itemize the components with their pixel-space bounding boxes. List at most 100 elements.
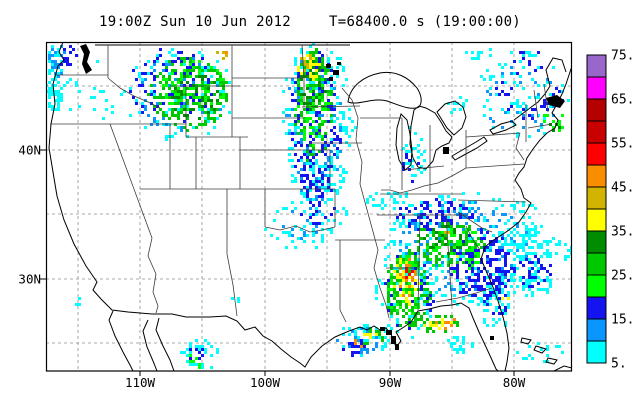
precip-cell xyxy=(303,240,306,243)
precip-cell xyxy=(318,66,321,69)
precip-cell xyxy=(294,87,297,90)
precip-cell xyxy=(399,243,402,246)
precip-cell xyxy=(222,78,225,81)
precip-cell xyxy=(219,96,222,99)
precip-cell xyxy=(216,51,219,54)
precip-cell xyxy=(180,84,183,87)
precip-cell xyxy=(483,114,486,117)
precip-cell xyxy=(357,339,360,342)
precip-cell xyxy=(411,264,414,267)
precip-cell xyxy=(300,51,303,54)
precip-cell xyxy=(402,165,405,168)
precip-cell xyxy=(393,192,396,195)
precip-cell xyxy=(333,126,336,129)
precip-cell xyxy=(303,102,306,105)
precip-cell xyxy=(531,285,534,288)
precip-cell xyxy=(336,156,339,159)
precip-cell xyxy=(438,252,441,255)
precip-cell xyxy=(438,225,441,228)
precip-cell xyxy=(312,75,315,78)
precip-cell xyxy=(198,75,201,78)
precip-cell xyxy=(294,141,297,144)
precip-cell xyxy=(300,102,303,105)
precip-cell xyxy=(168,102,171,105)
precip-cell xyxy=(519,75,522,78)
precip-cell xyxy=(312,54,315,57)
precip-cell xyxy=(306,99,309,102)
precip-cell xyxy=(417,264,420,267)
precip-cell xyxy=(60,93,63,96)
precip-cell xyxy=(342,168,345,171)
precip-cell xyxy=(201,78,204,81)
precip-cell xyxy=(402,288,405,291)
precip-cell xyxy=(435,237,438,240)
precip-cell xyxy=(330,174,333,177)
colorbar-cell-10-15 xyxy=(586,318,607,342)
precip-cell xyxy=(69,51,72,54)
precip-cell xyxy=(426,288,429,291)
precip-cell xyxy=(486,99,489,102)
precip-cell xyxy=(303,150,306,153)
precip-cell xyxy=(48,87,51,90)
precip-cell xyxy=(513,207,516,210)
precip-cell xyxy=(525,51,528,54)
lake-superior-outline xyxy=(347,71,422,109)
precip-cell xyxy=(498,282,501,285)
precip-cell xyxy=(57,75,60,78)
precip-cell xyxy=(471,264,474,267)
precip-cell xyxy=(312,144,315,147)
precip-cell xyxy=(309,87,312,90)
precip-cell xyxy=(426,309,429,312)
title-bar: 19:00Z Sun 10 Jun 2012 T=68400.0 s (19:0… xyxy=(0,14,640,32)
precip-cell xyxy=(174,99,177,102)
precip-cell xyxy=(408,327,411,330)
precip-cell xyxy=(426,243,429,246)
precip-cell xyxy=(318,180,321,183)
precip-cell xyxy=(516,249,519,252)
precip-cell xyxy=(321,78,324,81)
precip-cell xyxy=(477,276,480,279)
precip-cell xyxy=(489,276,492,279)
precip-cell xyxy=(324,78,327,81)
precip-cell xyxy=(384,330,387,333)
precip-cell xyxy=(342,333,345,336)
precip-cell xyxy=(294,207,297,210)
precip-cell xyxy=(414,324,417,327)
precip-cell xyxy=(450,234,453,237)
precip-cell xyxy=(375,342,378,345)
precip-cell xyxy=(468,207,471,210)
precip-cell xyxy=(222,51,225,54)
precip-cell xyxy=(408,243,411,246)
precip-cell xyxy=(54,66,57,69)
precip-cell xyxy=(456,267,459,270)
precip-cell xyxy=(105,108,108,111)
precip-cell xyxy=(315,75,318,78)
precip-cell xyxy=(51,39,54,42)
precip-cell xyxy=(471,57,474,60)
precip-cell xyxy=(330,75,333,78)
precip-cell xyxy=(327,81,330,84)
precip-cell xyxy=(309,183,312,186)
precip-cell xyxy=(477,255,480,258)
precip-cell xyxy=(282,111,285,114)
precip-cell xyxy=(507,291,510,294)
precip-cell xyxy=(324,135,327,138)
precip-cell xyxy=(468,240,471,243)
precip-cell xyxy=(519,210,522,213)
precip-cell xyxy=(78,90,81,93)
precip-cell xyxy=(459,345,462,348)
precip-blob-mexico-cluster-blue xyxy=(189,348,204,360)
precip-cell xyxy=(63,48,66,51)
precip-cell xyxy=(408,204,411,207)
precip-cell xyxy=(441,219,444,222)
precip-cell xyxy=(438,231,441,234)
precip-cell xyxy=(450,243,453,246)
precip-cell xyxy=(462,105,465,108)
precip-cell xyxy=(498,276,501,279)
precip-cell xyxy=(399,213,402,216)
precip-cell xyxy=(102,90,105,93)
precip-cell xyxy=(159,93,162,96)
precip-cell xyxy=(303,57,306,60)
precip-cell xyxy=(447,210,450,213)
